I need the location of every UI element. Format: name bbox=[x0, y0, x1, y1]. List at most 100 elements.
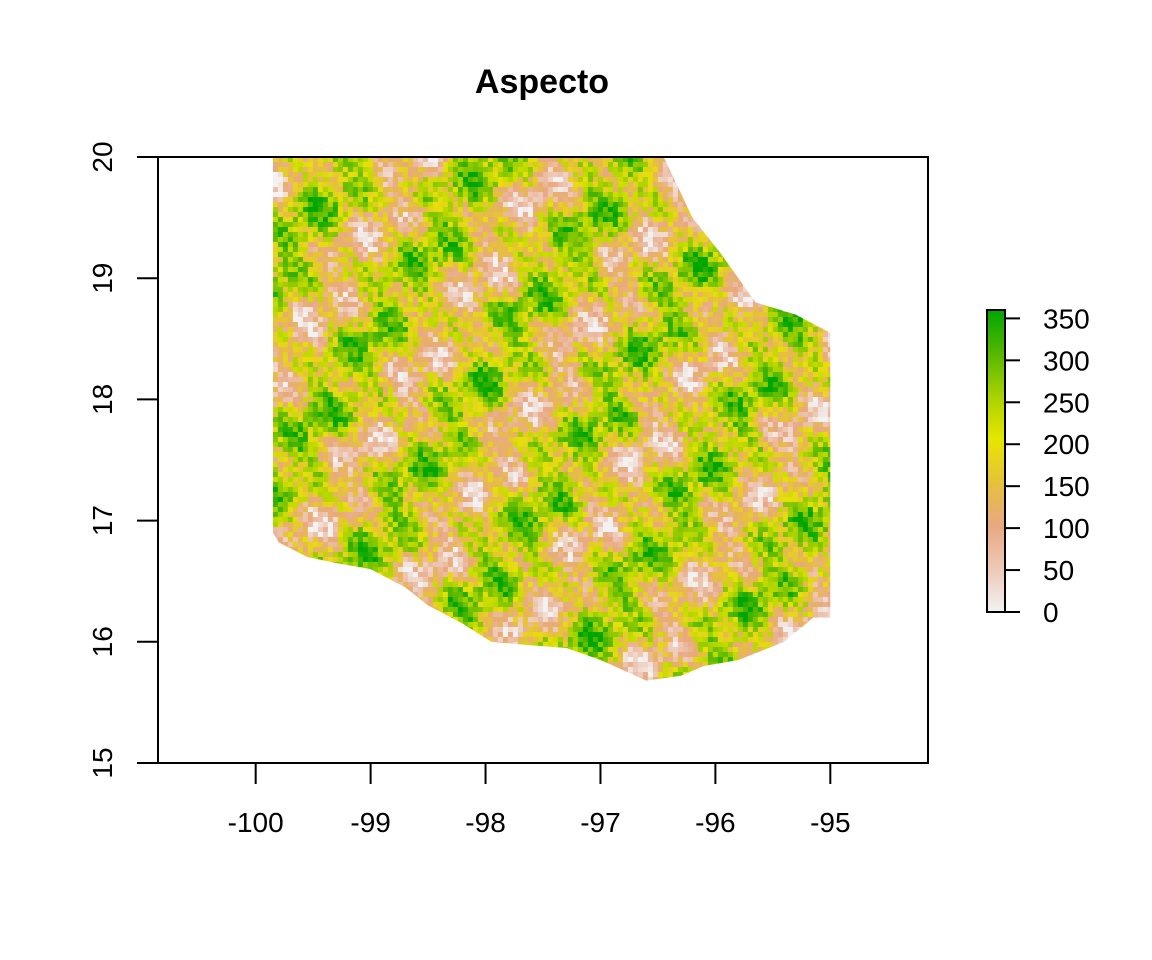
raster-cell bbox=[447, 227, 454, 233]
raster-cell bbox=[782, 302, 789, 308]
raster-cell bbox=[532, 322, 539, 328]
raster-cell bbox=[437, 192, 444, 198]
raster-cell bbox=[457, 227, 464, 233]
raster-cell bbox=[717, 167, 724, 173]
raster-cell bbox=[472, 242, 479, 248]
raster-cell bbox=[822, 352, 829, 358]
raster-cell bbox=[697, 172, 704, 178]
raster-cell bbox=[632, 262, 639, 268]
raster-cell bbox=[297, 282, 304, 288]
raster-cell bbox=[387, 297, 394, 303]
raster-cell bbox=[487, 197, 494, 203]
raster-cell bbox=[272, 357, 279, 363]
raster-cell bbox=[467, 182, 474, 188]
raster-cell bbox=[727, 222, 734, 228]
raster-cell bbox=[827, 217, 831, 223]
raster-cell bbox=[652, 312, 659, 318]
raster-cell bbox=[397, 217, 404, 223]
raster-cell bbox=[442, 337, 449, 343]
raster-cell bbox=[652, 177, 659, 183]
raster-cell bbox=[742, 337, 749, 343]
raster-cell bbox=[422, 272, 429, 278]
raster-cell bbox=[807, 257, 814, 263]
raster-cell bbox=[347, 342, 354, 348]
raster-cell bbox=[582, 277, 589, 283]
raster-cell bbox=[452, 267, 459, 273]
raster-cell bbox=[427, 367, 434, 373]
raster-cell bbox=[527, 287, 534, 293]
raster-cell bbox=[567, 162, 574, 168]
raster-cell bbox=[307, 257, 314, 263]
raster-cell bbox=[727, 357, 734, 363]
raster-cell bbox=[797, 212, 804, 218]
raster-cell bbox=[787, 177, 794, 183]
raster-cell bbox=[507, 167, 514, 173]
raster-cell bbox=[442, 372, 449, 378]
raster-cell bbox=[372, 367, 379, 373]
raster-cell bbox=[572, 312, 579, 318]
raster-cell bbox=[457, 272, 464, 278]
raster-cell bbox=[712, 212, 719, 218]
raster-cell bbox=[502, 327, 509, 333]
raster-cell bbox=[392, 227, 399, 233]
raster-cell bbox=[292, 332, 299, 338]
raster-cell bbox=[367, 272, 374, 278]
raster-cell bbox=[742, 197, 749, 203]
raster-cell bbox=[532, 197, 539, 203]
raster-cell bbox=[797, 297, 804, 303]
raster-cell bbox=[467, 192, 474, 198]
raster-cell bbox=[357, 297, 364, 303]
raster-cell bbox=[367, 192, 374, 198]
raster-cell bbox=[717, 337, 724, 343]
raster-cell bbox=[417, 207, 424, 213]
raster-cell bbox=[287, 342, 294, 348]
raster-cell bbox=[827, 292, 831, 298]
raster-cell bbox=[782, 227, 789, 233]
raster-cell bbox=[327, 157, 334, 163]
raster-cell bbox=[817, 372, 824, 378]
raster-cell bbox=[727, 257, 734, 263]
raster-cell bbox=[647, 352, 654, 358]
raster-cell bbox=[352, 277, 359, 283]
raster-cell bbox=[782, 372, 789, 378]
raster-cell bbox=[442, 187, 449, 193]
raster-cell bbox=[477, 227, 484, 233]
raster-cell bbox=[572, 342, 579, 348]
raster-cell bbox=[637, 267, 644, 273]
raster-cell bbox=[562, 322, 569, 328]
raster-cell bbox=[297, 307, 304, 313]
raster-cell bbox=[392, 352, 399, 358]
raster-cell bbox=[637, 332, 644, 338]
raster-cell bbox=[282, 267, 289, 273]
raster-cell bbox=[792, 362, 799, 368]
raster-cell bbox=[587, 252, 594, 258]
raster-cell bbox=[792, 347, 799, 353]
raster-cell bbox=[392, 162, 399, 168]
raster-cell bbox=[517, 187, 524, 193]
raster-cell bbox=[612, 287, 619, 293]
raster-cell bbox=[512, 362, 519, 368]
raster-cell bbox=[782, 177, 789, 183]
raster-cell bbox=[347, 192, 354, 198]
raster-cell bbox=[722, 227, 729, 233]
raster-cell bbox=[617, 287, 624, 293]
raster-cell bbox=[622, 212, 629, 218]
raster-cell bbox=[802, 272, 809, 278]
raster-cell bbox=[292, 312, 299, 318]
raster-cell bbox=[772, 337, 779, 343]
raster-cell bbox=[582, 167, 589, 173]
raster-cell bbox=[627, 222, 634, 228]
raster-cell bbox=[507, 192, 514, 198]
raster-cell bbox=[627, 282, 634, 288]
raster-cell bbox=[632, 222, 639, 228]
raster-cell bbox=[782, 222, 789, 228]
raster-cell bbox=[712, 317, 719, 323]
raster-cell bbox=[307, 262, 314, 268]
raster-cell bbox=[812, 187, 819, 193]
raster-cell bbox=[377, 182, 384, 188]
raster-cell bbox=[547, 157, 554, 163]
raster-cell bbox=[472, 252, 479, 258]
raster-cell bbox=[672, 242, 679, 248]
raster-cell bbox=[677, 307, 684, 313]
raster-cell bbox=[612, 342, 619, 348]
